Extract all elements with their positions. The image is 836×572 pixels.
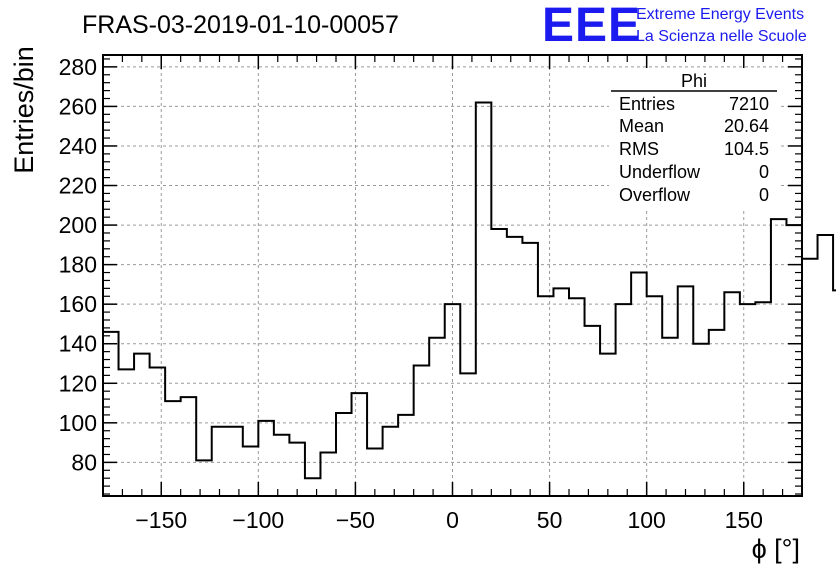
y-tick-label: 80 xyxy=(71,449,97,475)
stats-entries-label: Entries xyxy=(619,94,675,114)
y-tick-label: 120 xyxy=(59,370,97,396)
x-tick-label: −150 xyxy=(135,507,187,533)
histogram-bin xyxy=(196,460,212,496)
histogram-bin xyxy=(460,373,476,496)
histogram-bin xyxy=(724,292,740,496)
histogram-bin xyxy=(786,225,802,496)
y-axis-label: Entries/bin xyxy=(9,46,39,174)
histogram-bin xyxy=(150,367,166,496)
histogram-step-line xyxy=(103,101,836,480)
y-tick-labels: 80 100 120 140 160 180 200 220 240 260 280 xyxy=(59,54,97,476)
histogram-bin xyxy=(569,298,585,496)
histogram-bin xyxy=(709,330,725,496)
stats-entries-value: 7210 xyxy=(729,94,769,114)
histogram-bin xyxy=(802,259,818,496)
histogram-bin xyxy=(522,243,538,496)
histogram-bin xyxy=(227,427,243,496)
histogram-bin xyxy=(631,273,647,496)
stats-underflow-value: 0 xyxy=(759,162,769,182)
stats-box: Phi Entries 7210 Mean 20.64 RMS 104.5 Un… xyxy=(609,68,779,208)
histogram-bin xyxy=(585,326,601,496)
histogram-bin xyxy=(119,369,135,496)
y-tick-label: 100 xyxy=(59,410,97,436)
stats-rms-value: 104.5 xyxy=(724,139,769,159)
axis-ticks xyxy=(103,55,802,496)
x-tick-label: 150 xyxy=(725,507,763,533)
histogram-bin xyxy=(274,435,290,496)
histogram-bin xyxy=(538,296,554,496)
stats-underflow-label: Underflow xyxy=(619,162,701,182)
histogram-bin xyxy=(647,296,663,496)
histogram-bin xyxy=(134,354,150,496)
histogram-bin xyxy=(289,443,305,496)
y-tick-label: 280 xyxy=(59,54,97,80)
histogram-bin xyxy=(367,449,383,496)
y-tick-label: 180 xyxy=(59,252,97,278)
stats-mean-label: Mean xyxy=(619,116,664,136)
stats-mean-value: 20.64 xyxy=(724,116,769,136)
x-tick-label: 100 xyxy=(627,507,665,533)
y-tick-label: 260 xyxy=(59,93,97,119)
histogram-bin xyxy=(678,286,694,496)
y-tick-label: 140 xyxy=(59,331,97,357)
stats-rms-label: RMS xyxy=(619,139,659,159)
histogram-bin xyxy=(398,415,414,496)
x-tick-label: −100 xyxy=(232,507,284,533)
histogram-bin xyxy=(693,344,709,496)
logo-line-1: Extreme Energy Events xyxy=(636,6,804,23)
histogram-bin xyxy=(305,478,321,496)
histogram-bin xyxy=(414,365,430,496)
histogram-bin xyxy=(755,302,771,496)
y-tick-label: 160 xyxy=(59,291,97,317)
histogram-bin xyxy=(445,304,461,496)
x-tick-label: 50 xyxy=(537,507,563,533)
histogram-bin xyxy=(352,393,368,496)
histogram-bin xyxy=(662,338,678,496)
stats-title: Phi xyxy=(681,71,707,91)
logo-mark: EEE xyxy=(542,0,641,52)
histogram-bin xyxy=(243,447,259,496)
histogram-bin xyxy=(336,413,352,496)
x-axis-label: ϕ [°] xyxy=(752,534,800,564)
histogram-bin xyxy=(212,427,228,496)
histogram-bin xyxy=(740,304,756,496)
y-tick-label: 220 xyxy=(59,173,97,199)
histogram-bin xyxy=(103,332,119,496)
chart-title: FRAS-03-2019-01-10-00057 xyxy=(82,11,399,39)
logo-line-2: La Scienza nelle Scuole xyxy=(636,28,807,45)
x-tick-label: −50 xyxy=(336,507,375,533)
histogram-bin xyxy=(507,237,523,496)
y-tick-label: 200 xyxy=(59,212,97,238)
histogram-bin xyxy=(491,229,507,496)
histogram-bin xyxy=(165,401,181,496)
eee-logo: EEE Extreme Energy Events La Scienza nel… xyxy=(542,0,807,52)
histogram-bin xyxy=(258,421,274,496)
x-tick-labels: −150 −100 −50 0 50 100 150 xyxy=(135,507,763,533)
histogram-bin xyxy=(429,338,445,496)
y-tick-label: 240 xyxy=(59,133,97,159)
x-tick-label: 0 xyxy=(446,507,459,533)
stats-overflow-value: 0 xyxy=(759,185,769,205)
histogram-bin xyxy=(616,304,632,496)
histogram-bin xyxy=(383,427,399,496)
histogram-bin xyxy=(771,219,787,496)
histogram-bin xyxy=(818,235,834,496)
histogram-bin xyxy=(320,452,336,496)
histogram-bin xyxy=(600,354,616,496)
stats-overflow-label: Overflow xyxy=(619,185,691,205)
histogram-bin xyxy=(181,397,197,496)
histogram-bin xyxy=(553,288,569,496)
histogram-bin xyxy=(476,102,492,496)
plot-frame xyxy=(102,54,803,497)
